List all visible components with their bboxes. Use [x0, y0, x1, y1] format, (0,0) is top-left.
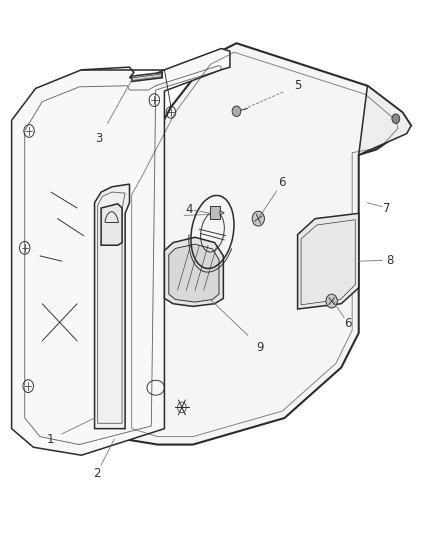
- Circle shape: [252, 211, 265, 226]
- Text: 4: 4: [186, 203, 193, 215]
- Polygon shape: [164, 237, 223, 306]
- Text: 3: 3: [95, 132, 102, 146]
- Circle shape: [326, 294, 337, 308]
- Polygon shape: [133, 74, 161, 80]
- Circle shape: [392, 114, 400, 124]
- Polygon shape: [132, 72, 162, 82]
- Text: 1: 1: [47, 433, 55, 446]
- Text: 8: 8: [386, 254, 394, 266]
- Polygon shape: [101, 204, 122, 245]
- Text: 7: 7: [383, 201, 391, 214]
- Polygon shape: [12, 49, 230, 455]
- Text: 6: 6: [344, 317, 352, 330]
- Circle shape: [232, 106, 241, 117]
- Polygon shape: [220, 211, 224, 215]
- Polygon shape: [359, 86, 411, 155]
- Polygon shape: [297, 213, 359, 309]
- FancyBboxPatch shape: [210, 206, 220, 219]
- Polygon shape: [95, 184, 130, 429]
- Text: 9: 9: [257, 341, 264, 354]
- Polygon shape: [169, 244, 219, 302]
- Text: 6: 6: [279, 176, 286, 189]
- Polygon shape: [125, 43, 411, 445]
- Text: 5: 5: [294, 79, 301, 92]
- Text: 2: 2: [93, 467, 100, 480]
